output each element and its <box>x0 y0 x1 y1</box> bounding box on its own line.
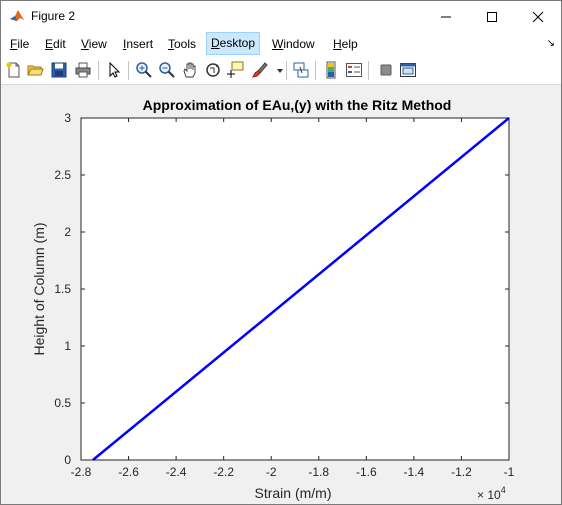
menu-desktop[interactable]: Desktop <box>206 32 261 55</box>
hide-plot-tools-icon[interactable] <box>377 61 395 79</box>
menu-edit[interactable]: Edit <box>45 37 66 51</box>
chart-title: Approximation of EAu,(y) with the Ritz M… <box>143 97 452 113</box>
menu-help[interactable]: Help <box>333 37 358 51</box>
x-tick-label: -2 <box>266 465 277 479</box>
toolbar-separator <box>98 61 99 80</box>
x-tick-label: -1.4 <box>404 465 425 479</box>
x-tick-label: -2.4 <box>166 465 187 479</box>
brush-icon[interactable] <box>250 61 268 79</box>
y-tick-label: 2.5 <box>54 168 71 182</box>
legend-icon[interactable] <box>345 61 363 79</box>
data-cursor-icon[interactable] <box>226 61 244 79</box>
x-exponent-power: 4 <box>501 485 506 495</box>
brush-dropdown-icon[interactable] <box>271 61 283 79</box>
y-axis-label: Height of Column (m) <box>31 222 47 355</box>
maximize-icon <box>487 11 497 22</box>
menu-tools[interactable]: Tools <box>168 37 197 51</box>
x-exponent-base: × 10 <box>477 488 501 502</box>
menu-file[interactable]: File <box>10 37 30 51</box>
rotate-3d-icon[interactable] <box>204 61 222 79</box>
save-icon[interactable] <box>50 61 68 79</box>
series-line[interactable] <box>92 117 510 461</box>
pan-icon[interactable] <box>181 61 199 79</box>
y-tick-label: 1 <box>64 339 71 353</box>
window-title: Figure 2 <box>31 9 76 23</box>
toolbar-separator <box>128 61 129 80</box>
x-tick-label: -1.2 <box>451 465 472 479</box>
print-icon[interactable] <box>74 61 92 79</box>
x-tick-label: -1.8 <box>308 465 329 479</box>
zoom-in-icon[interactable] <box>135 61 153 79</box>
x-axis-label: Strain (m/m) <box>255 485 332 501</box>
menu-view[interactable]: View <box>81 37 107 51</box>
x-axis-exponent: × 104 <box>477 485 506 502</box>
toolbar-separator <box>286 61 287 80</box>
dock-arrow-icon[interactable]: ↘ <box>546 38 555 49</box>
x-tick-label: -2.6 <box>118 465 139 479</box>
colorbar-icon[interactable] <box>322 61 340 79</box>
y-tick-label: 0 <box>64 453 71 467</box>
plot-area[interactable] <box>80 117 510 461</box>
line-chart[interactable]: Approximation of EAu,(y) with the Ritz M… <box>1 85 561 504</box>
x-tick-label: -1.6 <box>356 465 377 479</box>
show-plot-tools-icon[interactable] <box>399 61 417 79</box>
close-button[interactable] <box>515 1 561 32</box>
title-bar[interactable]: Figure 2 <box>1 1 561 32</box>
x-tick-label: -1 <box>504 465 515 479</box>
matlab-logo-icon <box>9 8 25 24</box>
y-tick-label: 0.5 <box>54 396 71 410</box>
minimize-icon <box>441 16 451 17</box>
y-tick-label: 2 <box>64 225 71 239</box>
pointer-icon[interactable] <box>105 61 123 79</box>
figure-canvas[interactable]: Approximation of EAu,(y) with the Ritz M… <box>1 85 561 504</box>
zoom-out-icon[interactable] <box>158 61 176 79</box>
toolbar-separator <box>368 61 369 80</box>
new-figure-icon[interactable] <box>5 61 23 79</box>
open-file-icon[interactable] <box>26 61 44 79</box>
y-tick-label: 3 <box>64 111 71 125</box>
x-tick-label: -2.8 <box>71 465 92 479</box>
maximize-button[interactable] <box>469 1 515 32</box>
toolbar-separator <box>315 61 316 80</box>
figure-toolbar <box>1 56 561 85</box>
y-tick-label: 1.5 <box>54 282 71 296</box>
minimize-button[interactable] <box>423 1 469 32</box>
link-plot-icon[interactable] <box>292 61 310 79</box>
menu-insert[interactable]: Insert <box>123 37 154 51</box>
menu-bar: File Edit View Insert Tools Desktop Wind… <box>1 32 561 56</box>
menu-window[interactable]: Window <box>272 37 315 51</box>
close-icon <box>532 11 544 22</box>
x-tick-label: -2.2 <box>213 465 234 479</box>
